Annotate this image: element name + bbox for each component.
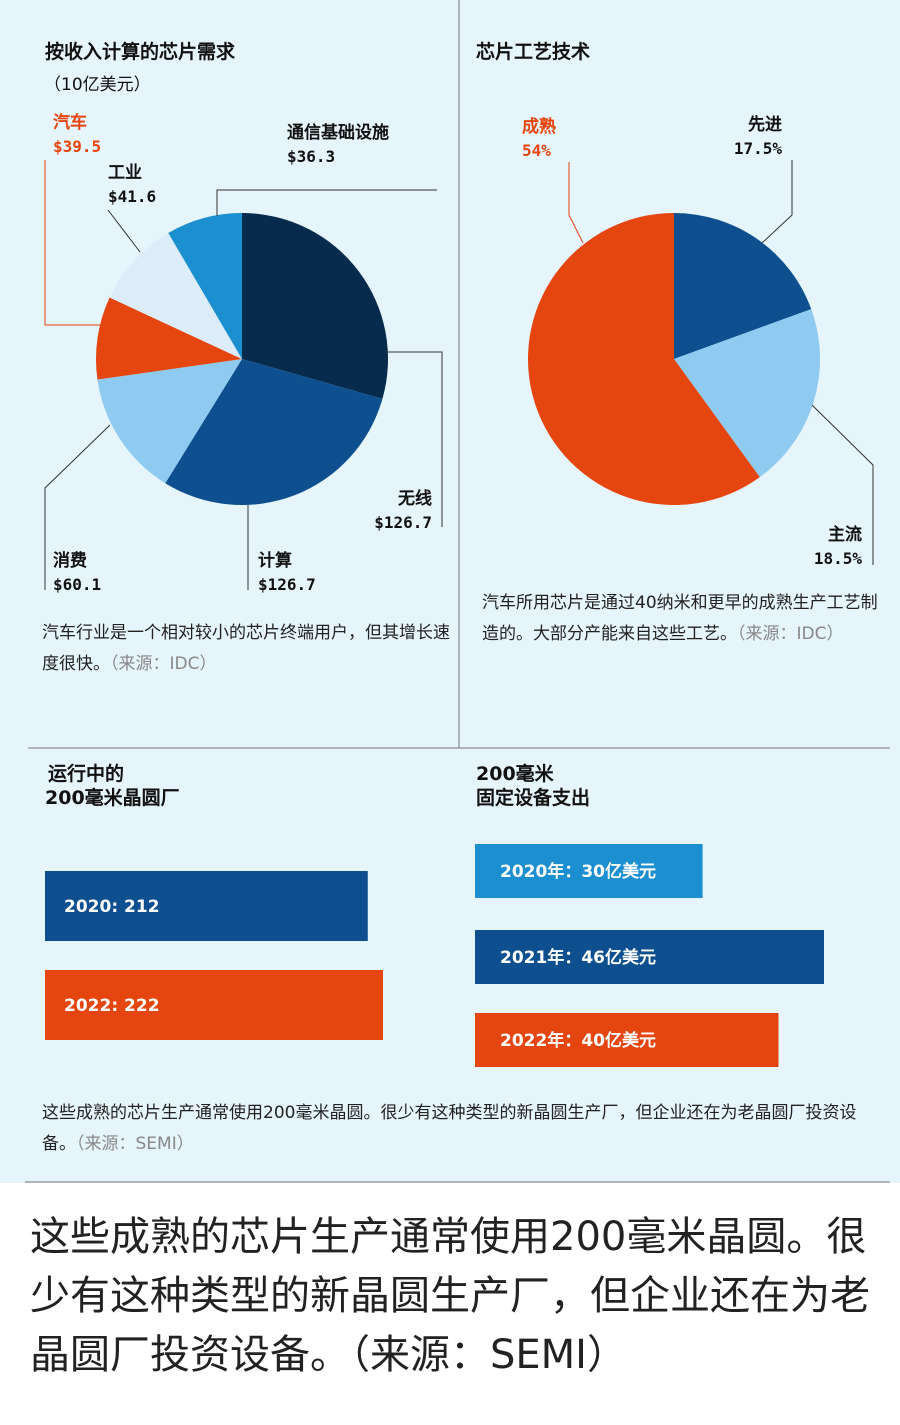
leader-line [568,162,584,244]
bar-charts: 2020: 212 2022: 222 2020年：30亿美元 2021年：46亿美元… [45,844,824,1067]
pie-value-label: $39.5 [53,137,101,156]
pie-label: 工业 [108,163,142,183]
caption: 汽车行业是一个相对较小的芯片终端用户，但其增长速度很快。（来源：IDC） [42,618,452,680]
leader-line [107,209,141,253]
infographic: 按收入计算的芯片需求 （10亿美元） 无线 $126.7 计算 $126.7 消… [25,0,890,1183]
leader-line [761,160,793,244]
caption-text: 这些成熟的芯片生产通常使用200毫米晶圆。很少有这种类型的新晶圆生产厂，但企业还… [42,1103,857,1154]
pie-slice [168,213,242,359]
pie-label: 成熟 [522,116,556,137]
pie-label: 通信基础设施 [287,122,389,143]
pie-label: 无线 [397,488,432,509]
bar-label: 2022: 222 [64,996,160,1016]
leader-line [386,351,443,527]
pie-value-label: $60.1 [53,575,101,594]
pie-value-label: 17.5% [734,139,783,158]
caption: 这些成熟的芯片生产通常使用200毫米晶圆。很少有这种类型的新晶圆生产厂，但企业还… [42,1098,887,1160]
bar [45,970,383,1040]
chart-title: 运行中的 [48,762,124,785]
footer-text: 这些成熟的芯片生产通常使用200毫米晶圆。很少有这种类型的新晶圆生产厂，但企业还… [30,1214,870,1378]
bar-label: 2020年：30亿美元 [500,861,656,882]
leader-line [811,404,874,565]
pie-value-label: $126.7 [258,575,316,594]
bar [475,844,703,898]
pie-value-label: 18.5% [814,549,863,568]
pie-label: 计算 [258,550,292,571]
leader-line [44,160,108,326]
pie-value-label: $36.3 [287,147,335,166]
chart-title: 按收入计算的芯片需求 [45,40,236,63]
pie-slice [674,213,812,359]
pie-slice [242,213,388,399]
bar-label: 2022年：40亿美元 [500,1030,656,1051]
chart-subtitle: （10亿美元） [44,75,151,95]
pie-slice [674,309,821,478]
pie-slice [527,213,760,505]
pie-value-label: $126.7 [374,513,432,532]
pie-slice [96,297,242,380]
bar [475,930,824,984]
pie-label: 先进 [748,114,782,135]
pie-label: 消费 [53,550,87,571]
caption-source: （来源：IDC） [737,624,844,644]
bar [45,871,368,941]
leader-line [44,424,111,590]
leader-line [216,189,437,216]
pie-value-label: $41.6 [108,187,156,206]
chart-title: 200毫米 [476,762,555,785]
caption-source: （来源：IDC） [110,654,217,674]
caption: 汽车所用芯片是通过40纳米和更早的成熟生产工艺制造的。大部分产能来自这些工艺。（… [482,588,882,650]
pie-slice [97,359,243,484]
bar-label: 2021年：46亿美元 [500,947,656,968]
chart-title: 固定设备支出 [476,786,590,809]
caption-source: （来源：SEMI） [76,1134,194,1154]
bar [475,1013,779,1067]
chart-title: 200毫米晶圆厂 [45,786,180,809]
pie-slice [109,232,242,359]
chart-title: 芯片工艺技术 [476,40,590,63]
pie-label: 主流 [828,524,862,545]
caption-text: 汽车行业是一个相对较小的芯片终端用户，但其增长速度很快。 [42,623,450,674]
pie-label: 汽车 [53,112,87,133]
pie-chart [96,213,388,506]
pie-chart [527,213,821,505]
bar-label: 2020: 212 [64,897,160,917]
pie-value-label: 54% [522,141,551,160]
pie-slice [165,359,383,506]
caption-text: 汽车所用芯片是通过40纳米和更早的成熟生产工艺制造的。大部分产能来自这些工艺。 [482,593,878,644]
